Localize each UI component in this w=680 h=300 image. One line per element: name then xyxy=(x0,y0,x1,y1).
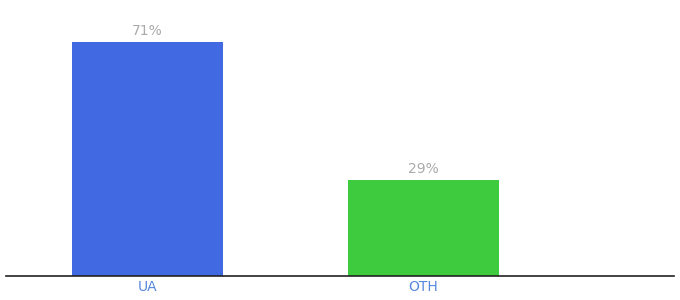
Text: 71%: 71% xyxy=(133,24,163,38)
Bar xyxy=(348,180,499,276)
Bar xyxy=(73,42,223,276)
Text: 29%: 29% xyxy=(408,162,439,176)
